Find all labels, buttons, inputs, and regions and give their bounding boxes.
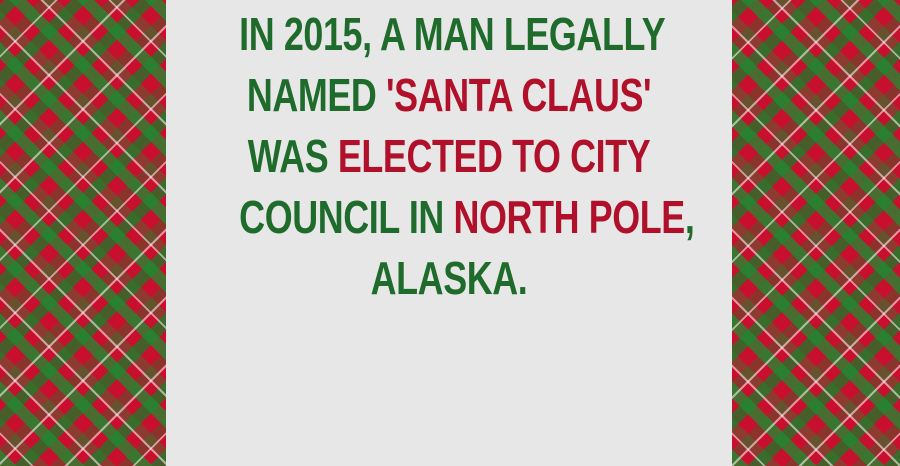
fact-line-4: COUNCIL IN NORTH POLE, bbox=[239, 187, 695, 248]
fact-line-2-text: NAMED bbox=[246, 69, 387, 121]
plaid-border-right bbox=[732, 0, 900, 466]
fact-text: IN 2015, A MAN LEGALLY NAMED 'SANTA CLAU… bbox=[239, 4, 695, 309]
fact-line-5: ALASKA. bbox=[239, 248, 659, 309]
fact-highlight-santa-claus: 'SANTA CLAUS' bbox=[386, 69, 652, 121]
fact-highlight-elected: ELECTED TO CITY bbox=[337, 130, 651, 182]
fact-line-4-text: COUNCIL IN bbox=[239, 191, 454, 243]
fact-line-3-text: WAS bbox=[247, 130, 338, 182]
fact-line-4-comma: , bbox=[684, 191, 695, 243]
fact-line-3: WAS ELECTED TO CITY bbox=[239, 126, 659, 187]
fact-highlight-north-pole: NORTH POLE bbox=[453, 191, 686, 243]
fact-line-1-text: IN 2015, A MAN LEGALLY bbox=[239, 8, 666, 60]
fact-line-2: NAMED 'SANTA CLAUS' bbox=[239, 65, 659, 126]
fact-line-1: IN 2015, A MAN LEGALLY bbox=[239, 4, 665, 65]
fact-line-5-text: ALASKA. bbox=[370, 252, 528, 304]
fact-panel: IN 2015, A MAN LEGALLY NAMED 'SANTA CLAU… bbox=[166, 0, 732, 466]
plaid-border-left bbox=[0, 0, 166, 466]
